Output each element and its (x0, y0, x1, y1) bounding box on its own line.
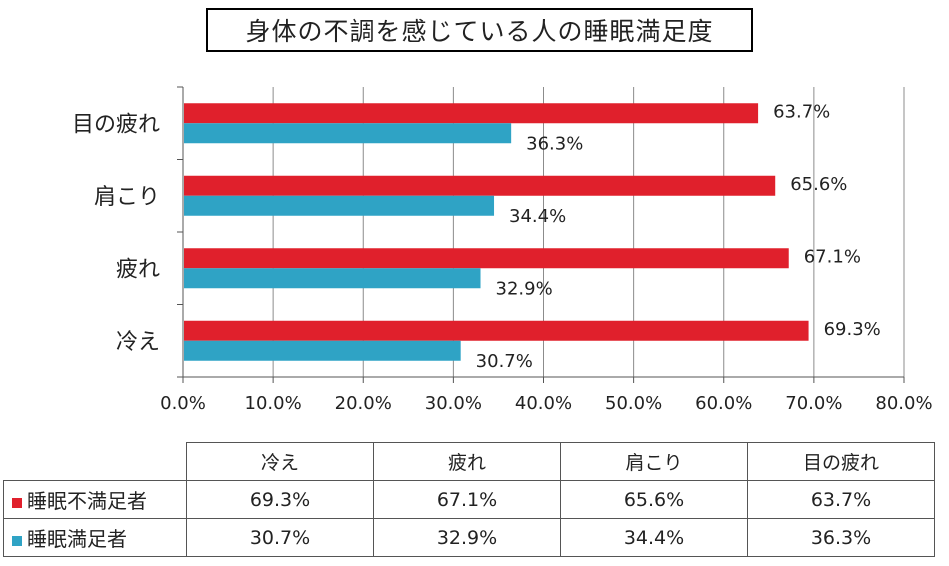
category-label: 疲れ (116, 257, 160, 282)
bar-chart: 0.0% 10.0% 20.0% 30.0% 40.0% 50.0% 60.0% 70.0% 8… (72, 86, 933, 414)
row-label-satisfied: 睡眠満足者 (3, 518, 187, 557)
table-cell: 32.9% (373, 518, 561, 557)
data-label: 63.7% (773, 101, 830, 122)
data-label: 32.9% (496, 278, 553, 299)
table-header-cell: 疲れ (373, 442, 561, 481)
chart-title: 身体の不調を感じている人の睡眠満足度 (206, 8, 753, 52)
bar-satisfied (184, 340, 461, 361)
data-label: 36.3% (526, 133, 583, 154)
x-tick-label: 10.0% (245, 393, 302, 414)
table-cell: 63.7% (747, 480, 935, 519)
legend-swatch-satisfied (12, 535, 22, 546)
table-cell: 36.3% (747, 518, 935, 557)
bar-unsatisfied (184, 175, 776, 196)
bar-unsatisfied (184, 103, 759, 124)
bar-unsatisfied (184, 320, 809, 341)
x-tick-label: 70.0% (785, 393, 842, 414)
table-cell: 65.6% (560, 480, 748, 519)
axes: 0.0% 10.0% 20.0% 30.0% 40.0% 50.0% 60.0% 70.0% 8… (160, 86, 933, 414)
x-tick-label: 30.0% (425, 393, 482, 414)
data-label: 67.1% (804, 246, 861, 267)
table-row: 睡眠不満足者 69.3% 67.1% 65.6% 63.7% (3, 480, 935, 519)
table-cell: 34.4% (560, 518, 748, 557)
row-label-text: 睡眠満足者 (27, 527, 127, 551)
table-cell: 67.1% (373, 480, 561, 519)
x-tick-label: 0.0% (160, 393, 206, 414)
bar-satisfied (184, 195, 495, 216)
category-label: 冷え (116, 330, 160, 355)
table-corner (3, 442, 187, 481)
data-label: 69.3% (824, 319, 881, 340)
data-label: 65.6% (790, 174, 847, 195)
x-tick-label: 60.0% (695, 393, 752, 414)
table-cell: 69.3% (186, 480, 374, 519)
data-label: 34.4% (509, 206, 566, 227)
row-label-text: 睡眠不満足者 (27, 489, 147, 513)
table-header-cell: 冷え (186, 442, 374, 481)
data-table: 冷え 疲れ 肩こり 目の疲れ 睡眠不満足者 69.3% 67.1% 65.6% … (3, 442, 935, 557)
legend-swatch-unsatisfied (12, 497, 22, 508)
data-label: 30.7% (476, 351, 533, 372)
bar-satisfied (184, 123, 512, 144)
x-tick-label: 20.0% (335, 393, 392, 414)
x-tick-label: 50.0% (605, 393, 662, 414)
category-label: 肩こり (94, 185, 160, 210)
table-row: 睡眠満足者 30.7% 32.9% 34.4% 36.3% (3, 518, 935, 557)
x-tick-label: 80.0% (875, 393, 932, 414)
bar-unsatisfied (184, 248, 789, 269)
labels: 目の疲れ 63.7% 36.3% 肩こり 65.6% 34.4% 疲れ 67.1% 32.9% 冷… (72, 101, 881, 372)
table-header-row: 冷え 疲れ 肩こり 目の疲れ (3, 442, 935, 481)
bars (184, 103, 809, 361)
table-header-cell: 目の疲れ (747, 442, 935, 481)
row-label-unsatisfied: 睡眠不満足者 (3, 480, 187, 519)
table-header-cell: 肩こり (560, 442, 748, 481)
bar-satisfied (184, 268, 481, 289)
category-label: 目の疲れ (72, 112, 160, 137)
table-cell: 30.7% (186, 518, 374, 557)
x-tick-label: 40.0% (515, 393, 572, 414)
